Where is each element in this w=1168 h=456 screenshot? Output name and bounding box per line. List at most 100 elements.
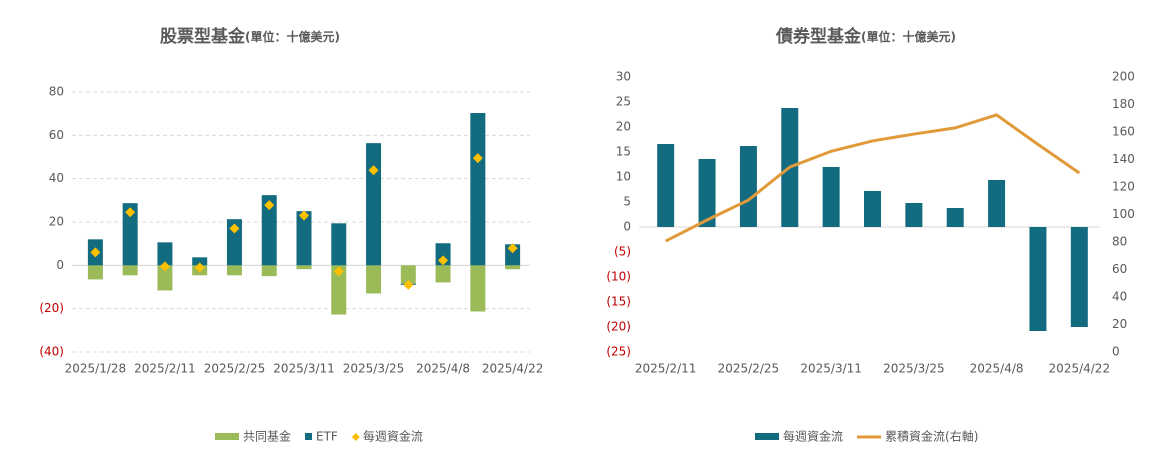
marker bbox=[299, 210, 309, 221]
y-tick-label: (15) bbox=[606, 295, 631, 309]
bar bbox=[739, 146, 757, 227]
legend-label: 每週資金流 bbox=[783, 429, 843, 444]
bar bbox=[698, 159, 716, 227]
y2-tick-label: 80 bbox=[1112, 235, 1127, 249]
bar bbox=[470, 265, 486, 312]
title: 股票型基金 bbox=[160, 26, 246, 47]
x-tick-label: 2025/2/25 bbox=[204, 362, 266, 376]
x-tick-label: 2025/2/11 bbox=[134, 362, 196, 376]
bar bbox=[505, 244, 521, 266]
marker bbox=[333, 266, 344, 277]
y-tick-label: 5 bbox=[623, 195, 631, 209]
title: 債券型基金 bbox=[775, 26, 862, 47]
bar bbox=[1070, 227, 1088, 327]
bar bbox=[192, 257, 208, 266]
y2-tick-label: 0 bbox=[1112, 345, 1120, 359]
y-tick-label: 25 bbox=[616, 95, 631, 109]
y2-tick-label: 100 bbox=[1112, 207, 1135, 221]
y-tick-label: 80 bbox=[49, 85, 64, 99]
marker bbox=[264, 200, 275, 211]
y-tick-label: 10 bbox=[616, 170, 631, 184]
x-tick-label: 2025/3/25 bbox=[343, 362, 405, 376]
y2-tick-label: 160 bbox=[1112, 125, 1135, 139]
bar bbox=[988, 180, 1006, 227]
y-tick-label: 20 bbox=[49, 215, 64, 229]
y2-tick-label: 40 bbox=[1112, 290, 1127, 304]
x-tick-label: 2025/4/22 bbox=[1049, 362, 1111, 376]
bar bbox=[1029, 227, 1047, 331]
bar bbox=[296, 265, 312, 270]
y-tick-label: 0 bbox=[56, 258, 64, 272]
y-tick-label: 20 bbox=[616, 120, 631, 134]
x-tick-label: 2025/3/25 bbox=[883, 362, 945, 376]
bar bbox=[87, 265, 103, 280]
marker bbox=[194, 262, 205, 273]
y2-tick-label: 180 bbox=[1112, 97, 1135, 111]
bar bbox=[122, 265, 138, 276]
chart-title: 股票型基金(單位：十億美元) bbox=[160, 26, 340, 47]
bar bbox=[946, 208, 964, 227]
bar bbox=[122, 203, 138, 266]
marker bbox=[229, 223, 240, 234]
bar bbox=[226, 265, 242, 276]
y-tick-label: 0 bbox=[623, 220, 631, 234]
bar bbox=[822, 167, 840, 227]
legend-swatch bbox=[755, 433, 779, 440]
marker bbox=[438, 255, 449, 266]
bar bbox=[366, 143, 382, 266]
y2-tick-label: 200 bbox=[1112, 70, 1135, 84]
x-tick-label: 2025/2/11 bbox=[635, 362, 697, 376]
y2-tick-label: 20 bbox=[1112, 317, 1127, 331]
bar bbox=[505, 265, 521, 270]
marker bbox=[90, 247, 101, 258]
y-tick-label: (20) bbox=[39, 301, 64, 315]
legend-label: ETF bbox=[316, 430, 338, 444]
bar bbox=[261, 195, 277, 266]
bar bbox=[226, 219, 242, 266]
legend-label: 每週資金流 bbox=[363, 429, 423, 444]
bar bbox=[400, 265, 416, 284]
marker bbox=[507, 243, 518, 254]
bar bbox=[470, 113, 486, 266]
y-tick-label: 40 bbox=[49, 171, 64, 185]
bar bbox=[157, 242, 173, 266]
y2-tick-label: 60 bbox=[1112, 262, 1127, 276]
x-tick-label: 2025/1/28 bbox=[65, 362, 127, 376]
y-tick-label: 15 bbox=[616, 145, 631, 159]
subtitle: (單位：十億美元) bbox=[861, 29, 956, 44]
y-tick-label: 60 bbox=[49, 128, 64, 142]
x-tick-label: 2025/4/8 bbox=[416, 362, 470, 376]
y-tick-label: (10) bbox=[606, 270, 631, 284]
y-tick-label: (20) bbox=[606, 320, 631, 334]
chart-title: 債券型基金(單位：十億美元) bbox=[775, 26, 956, 47]
marker bbox=[472, 153, 483, 164]
bar bbox=[435, 265, 451, 283]
y-tick-label: 30 bbox=[616, 70, 631, 84]
marker bbox=[368, 165, 379, 176]
bar bbox=[331, 223, 347, 266]
marker bbox=[125, 207, 136, 218]
bar bbox=[296, 211, 312, 266]
legend-label: 共同基金 bbox=[243, 429, 291, 444]
x-tick-label: 2025/3/11 bbox=[273, 362, 335, 376]
x-tick-label: 2025/4/22 bbox=[482, 362, 544, 376]
bar bbox=[366, 265, 382, 294]
marker bbox=[159, 261, 170, 272]
legend-swatch bbox=[351, 433, 360, 441]
x-tick-label: 2025/3/11 bbox=[800, 362, 862, 376]
x-tick-label: 2025/4/8 bbox=[970, 362, 1024, 376]
bar bbox=[657, 144, 675, 227]
bar bbox=[157, 265, 173, 291]
y-tick-label: (5) bbox=[614, 245, 631, 259]
legend-swatch bbox=[305, 433, 313, 440]
line bbox=[665, 113, 1081, 243]
legend-swatch bbox=[215, 433, 239, 440]
y2-tick-label: 120 bbox=[1112, 180, 1135, 194]
bar bbox=[331, 265, 347, 315]
subtitle: (單位：十億美元) bbox=[245, 29, 340, 44]
bar bbox=[905, 203, 923, 227]
bar bbox=[261, 265, 277, 277]
legend-label: 累積資金流(右軸) bbox=[885, 429, 978, 444]
y-tick-label: (25) bbox=[606, 345, 631, 359]
